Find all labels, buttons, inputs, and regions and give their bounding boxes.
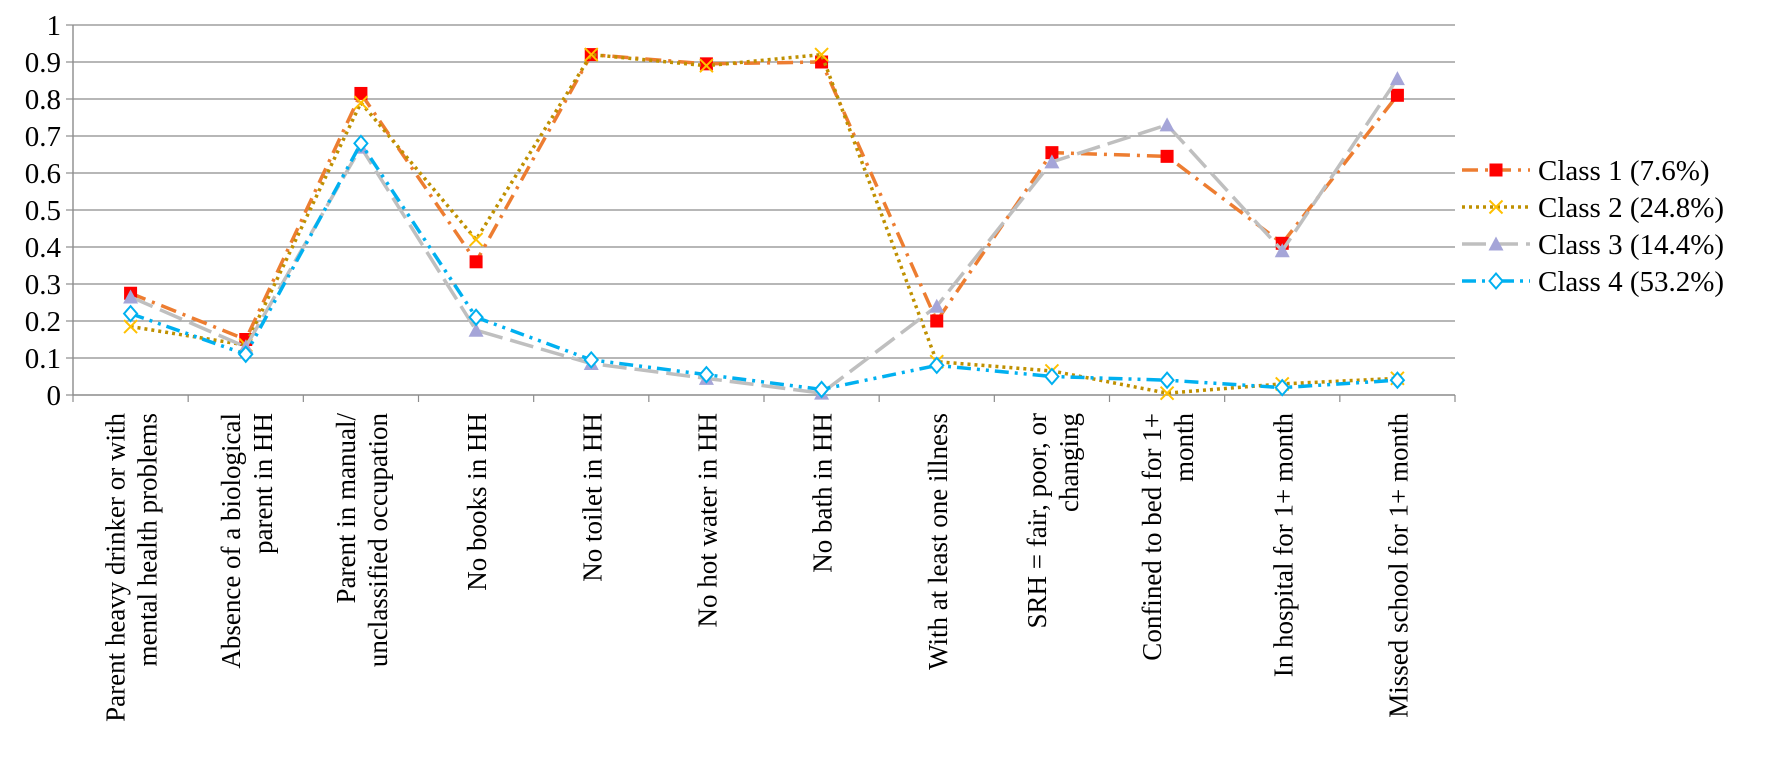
- series-line: [130, 52, 1398, 395]
- y-tick-label: 0.8: [25, 84, 61, 116]
- data-point: [1488, 236, 1504, 251]
- y-tick-label: 0.6: [25, 158, 61, 190]
- y-tick-label: 0.4: [25, 232, 62, 264]
- data-point: [123, 319, 138, 334]
- data-point: [698, 365, 715, 384]
- data-point: [1389, 71, 1405, 86]
- data-point: [699, 58, 714, 73]
- x-tick-label: Parent in manual/: [331, 413, 361, 604]
- series-line: [130, 141, 1398, 392]
- data-point: [122, 304, 139, 323]
- data-point: [583, 350, 600, 369]
- data-point: [1045, 146, 1059, 160]
- legend-entry-1: Class 1 (7.6%): [1462, 155, 1710, 187]
- data-point: [928, 356, 945, 375]
- x-tick-label: parent in HH: [248, 413, 278, 554]
- y-tick-label: 0: [47, 380, 62, 412]
- y-tick-label: 0.9: [25, 47, 61, 79]
- x-axis-tick-labels: Parent heavy drinker or with mental healt…: [101, 413, 1414, 722]
- x-tick-label: With at least one illness: [923, 413, 953, 670]
- legend: Class 1 (7.6%) Class 2 (24.8%) Class 3 (14…: [1462, 155, 1724, 298]
- data-point: [1159, 385, 1175, 401]
- x-tick-label: Missed school for 1+ month: [1383, 413, 1413, 718]
- data-point: [814, 47, 829, 62]
- x-tick-label: changing: [1054, 413, 1084, 512]
- x-tick-label: No toilet in HH: [577, 413, 607, 582]
- data-point: [237, 345, 254, 364]
- legend-label: Class 2 (24.8%): [1538, 192, 1724, 224]
- x-tick-label: No bath in HH: [808, 413, 838, 573]
- series-line: [129, 77, 1399, 395]
- y-tick-label: 0.3: [25, 269, 61, 301]
- legend-label: Class 1 (7.6%): [1538, 155, 1710, 187]
- data-point: [123, 289, 139, 304]
- data-point: [1274, 243, 1290, 258]
- data-point: [353, 134, 369, 153]
- data-point: [1044, 154, 1060, 169]
- x-tick-label: month: [1169, 413, 1199, 483]
- data-point: [1160, 149, 1174, 163]
- x-tick-label: Confined to bed for 1+: [1137, 413, 1167, 661]
- legend-entry-4: Class 4 (53.2%): [1462, 266, 1724, 298]
- legend-label: Class 4 (53.2%): [1538, 266, 1724, 298]
- data-point: [699, 57, 713, 71]
- data-point: [1044, 367, 1060, 386]
- data-point: [813, 380, 830, 399]
- data-point: [930, 314, 944, 328]
- x-tick-label: mental health problems: [133, 413, 163, 666]
- y-axis-tick-labels: 0 0.1 0.2 0.3 0.4 0.5 0.6 0.7 0.8 0.9 1: [25, 10, 62, 412]
- y-tick-label: 0.1: [25, 343, 61, 375]
- legend-entry-2: Class 2 (24.8%): [1462, 192, 1724, 224]
- series-3: [123, 71, 1405, 400]
- grid-lines: [73, 24, 1455, 359]
- data-point: [1159, 371, 1175, 390]
- data-point: [468, 322, 484, 337]
- y-tick-label: 0.2: [25, 306, 61, 338]
- y-tick-label: 1: [47, 10, 62, 42]
- data-point: [1488, 271, 1504, 291]
- x-tick-label: Absence of a biological: [216, 413, 246, 669]
- series-group: [122, 47, 1406, 401]
- data-point: [1489, 163, 1503, 177]
- x-tick-label: No books in HH: [462, 413, 492, 591]
- x-tick-label: No hot water in HH: [692, 413, 722, 627]
- data-point: [1488, 199, 1504, 215]
- data-point: [1159, 117, 1175, 132]
- data-point: [929, 298, 945, 313]
- data-point: [354, 86, 368, 100]
- y-tick-label: 0.7: [25, 121, 61, 153]
- x-tick-label: SRH = fair, poor, or: [1022, 413, 1052, 629]
- data-point: [1389, 371, 1406, 390]
- x-tick-label: In hospital for 1+ month: [1268, 413, 1298, 678]
- data-point: [1390, 88, 1404, 102]
- data-point: [469, 255, 483, 269]
- data-point: [584, 47, 599, 62]
- x-tick-label: unclassified occupation: [363, 413, 393, 668]
- data-point: [468, 232, 484, 247]
- data-point: [1274, 378, 1291, 397]
- legend-label: Class 3 (14.4%): [1538, 229, 1724, 261]
- legend-entry-3: Class 3 (14.4%): [1462, 229, 1724, 261]
- x-tick-label: Parent heavy drinker or with: [101, 413, 131, 722]
- axes: [66, 24, 1456, 402]
- series-line: [129, 52, 1399, 342]
- y-tick-label: 0.5: [25, 195, 61, 227]
- data-point: [468, 308, 484, 327]
- series-4: [122, 134, 1406, 399]
- data-point: [353, 95, 369, 110]
